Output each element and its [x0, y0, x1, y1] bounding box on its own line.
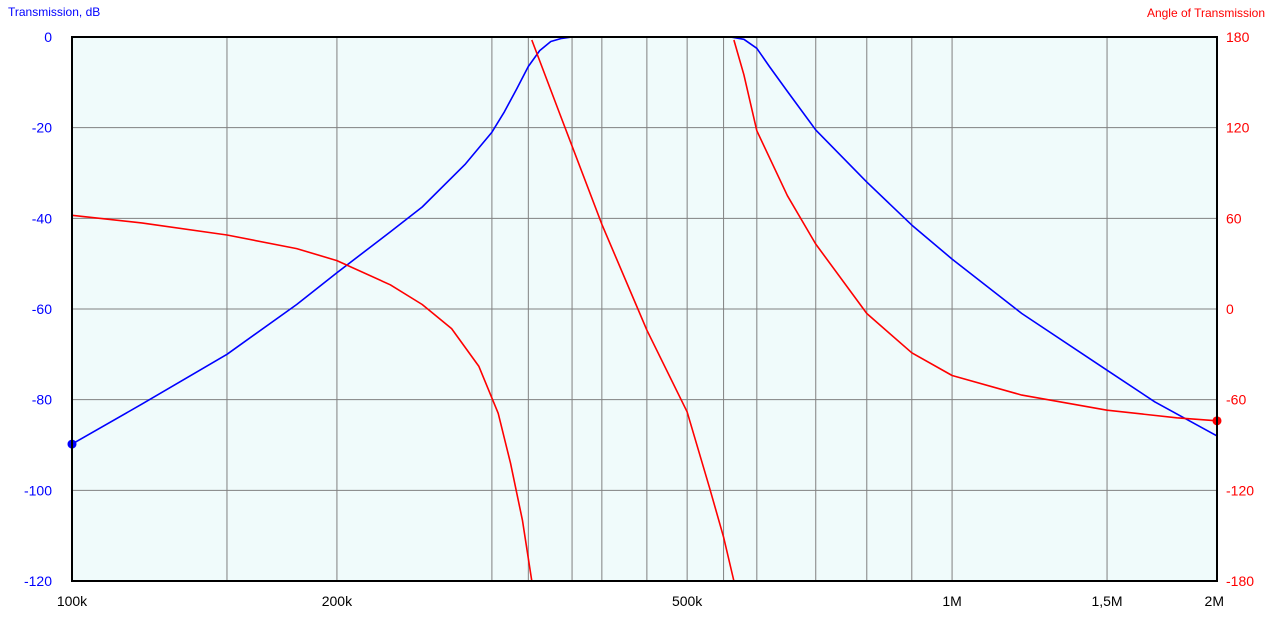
x-tick-label: 100k — [57, 593, 88, 609]
left-tick-label: -40 — [32, 210, 52, 226]
left-tick-label: 0 — [44, 29, 52, 45]
plot-frame — [71, 36, 1218, 582]
right-tick-label: 60 — [1226, 210, 1242, 226]
x-tick-label: 2M — [1205, 593, 1224, 609]
right-tick-label: -180 — [1226, 573, 1254, 589]
x-tick-label: 1,5M — [1091, 593, 1122, 609]
left-tick-label: -100 — [24, 482, 52, 498]
right-tick-label: -60 — [1226, 392, 1246, 408]
right-tick-label: 120 — [1226, 120, 1250, 136]
left-tick-label: -60 — [32, 301, 52, 317]
angle-line — [71, 39, 1218, 582]
right-tick-label: -120 — [1226, 482, 1254, 498]
left-axis-title: Transmission, dB — [8, 5, 100, 19]
tick-labels: 100k 200k 500k 1M 1,5M 2M 0 -20 -40 -60 -80 -100 -12… — [24, 29, 1254, 609]
x-tick-label: 1M — [942, 593, 961, 609]
x-tick-label: 500k — [672, 593, 703, 609]
right-axis-title: Angle of Transmission — [1147, 6, 1265, 20]
right-tick-label: 180 — [1226, 29, 1250, 45]
left-tick-label: -20 — [32, 120, 52, 136]
left-tick-label: -120 — [24, 573, 52, 589]
right-tick-label: 0 — [1226, 301, 1234, 317]
left-tick-label: -80 — [32, 392, 52, 408]
x-tick-label: 200k — [322, 593, 353, 609]
